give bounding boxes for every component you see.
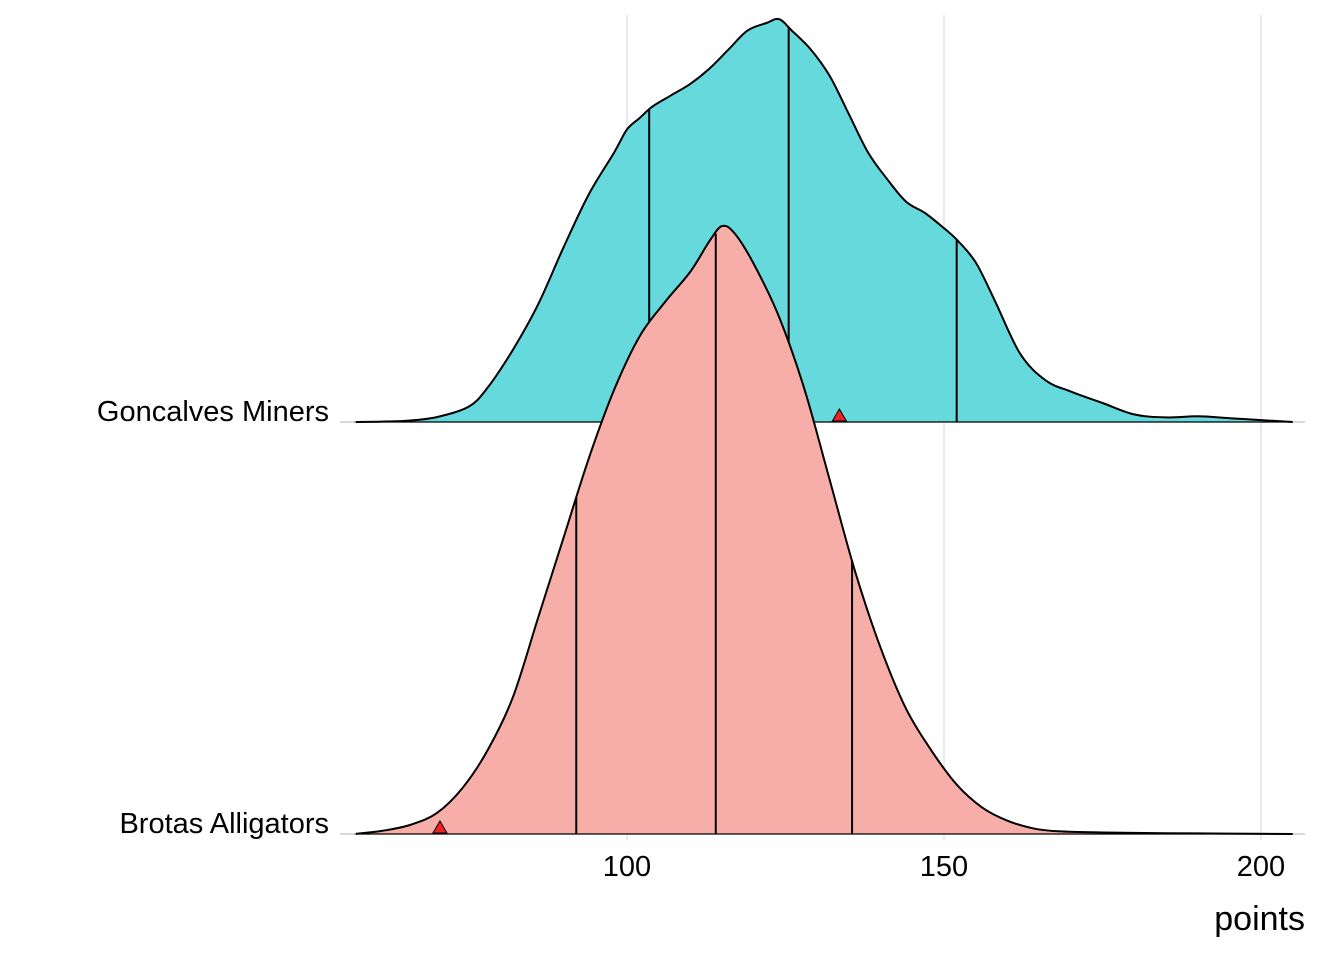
ridge-brotas-alligators	[354, 224, 1293, 835]
x-axis-title: points	[1214, 900, 1305, 938]
x-tick-label-200: 200	[1237, 851, 1285, 883]
category-labels: Goncalves Miners Brotas Alligators	[97, 396, 329, 840]
marker-triangle	[831, 408, 848, 422]
density-area	[354, 225, 1293, 834]
y-tick-marks	[340, 421, 1305, 835]
x-tick-label-100: 100	[603, 851, 651, 883]
ridge-goncalves-miners	[354, 17, 1293, 423]
density-outline	[354, 17, 1293, 423]
density-outline	[354, 224, 1293, 835]
x-tick-labels: 100 150 200	[603, 851, 1285, 883]
density-area	[354, 18, 1293, 423]
category-label: Brotas Alligators	[119, 808, 329, 840]
x-tick-label-150: 150	[920, 851, 968, 883]
marker-triangle	[432, 820, 448, 834]
category-label: Goncalves Miners	[97, 396, 329, 428]
ridges	[354, 17, 1293, 835]
